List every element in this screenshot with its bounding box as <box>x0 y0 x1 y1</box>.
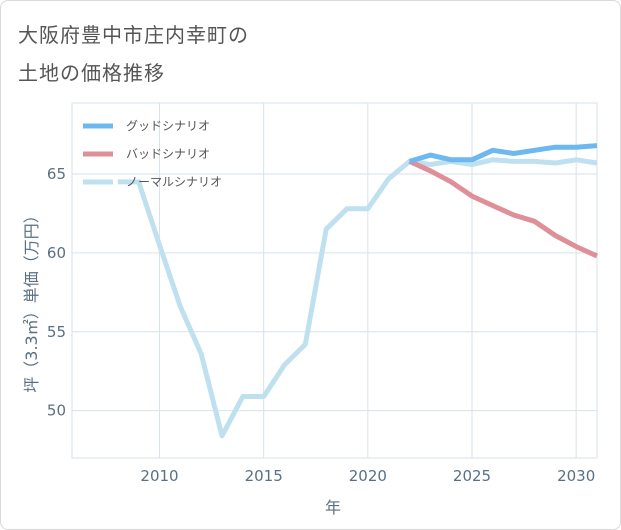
y-tick-label: 55 <box>47 323 66 341</box>
y-tick-label: 65 <box>47 165 66 183</box>
plot-lines <box>117 143 599 439</box>
legend-label-2: ノーマルシナリオ <box>126 175 222 189</box>
x-tick-label: 2025 <box>453 467 491 485</box>
y-tick-label: 50 <box>47 402 66 420</box>
series-line-1 <box>408 159 599 259</box>
x-axis-ticks: 2010 2015 2020 2025 2030 <box>140 467 595 485</box>
x-tick-label: 2030 <box>557 467 595 485</box>
x-tick-label: 2010 <box>140 467 178 485</box>
y-axis-label: 坪（3.3㎡）単価（万円） <box>22 207 41 392</box>
x-axis-label: 年 <box>325 498 341 517</box>
legend-label-1: バッドシナリオ <box>126 147 210 161</box>
y-axis-ticks: 50 55 60 65 <box>47 165 66 420</box>
plot-area-border <box>71 102 598 459</box>
chart-title-line1: 大阪府豊中市庄内幸町の <box>18 23 249 47</box>
series-line-0 <box>408 143 598 164</box>
x-tick-label: 2020 <box>349 467 387 485</box>
x-tick-label: 2015 <box>245 467 283 485</box>
y-tick-label: 60 <box>47 244 66 262</box>
legend-label-0: グッドシナリオ <box>126 119 210 133</box>
chart-title-line2: 土地の価格推移 <box>18 61 165 85</box>
series-line-2 <box>117 157 598 439</box>
